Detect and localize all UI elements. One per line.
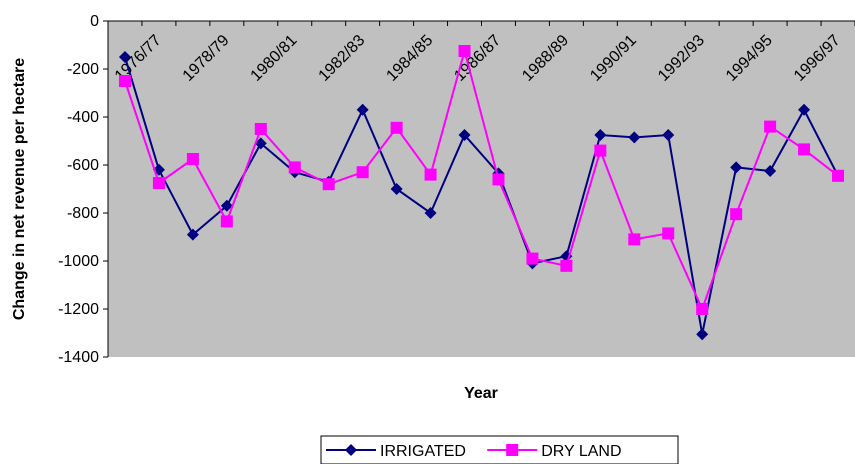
y-tick-label: -200 <box>67 61 99 78</box>
data-point <box>118 75 131 87</box>
data-point <box>526 252 539 265</box>
data-point <box>356 103 369 116</box>
data-point <box>594 144 607 157</box>
series-layer <box>118 45 845 341</box>
data-point <box>764 120 777 133</box>
data-point <box>186 228 199 241</box>
data-point <box>220 215 233 228</box>
y-tick-label: -1400 <box>58 349 99 366</box>
data-point <box>288 161 301 174</box>
data-point <box>186 153 199 165</box>
data-point <box>458 129 471 141</box>
data-point <box>730 208 743 221</box>
data-point <box>492 173 505 186</box>
data-point <box>662 129 675 141</box>
data-point <box>628 233 641 246</box>
data-point <box>696 303 709 315</box>
data-point <box>764 165 777 177</box>
plot-area <box>108 21 855 357</box>
y-tick-label: -1200 <box>58 301 99 318</box>
data-point <box>730 161 743 174</box>
data-point <box>152 177 165 189</box>
data-point <box>832 169 845 182</box>
data-point <box>254 123 267 135</box>
data-point <box>458 45 471 57</box>
y-axis-title: Change in net revenue per hectare <box>11 58 28 320</box>
legend-label: IRRIGATED <box>380 443 466 460</box>
y-tick-label: -800 <box>67 205 99 222</box>
data-point <box>424 168 437 181</box>
data-point <box>560 259 573 272</box>
legend: IRRIGATED DRY LAND <box>320 435 679 464</box>
series-1 <box>118 45 845 315</box>
y-tick-label: -600 <box>67 157 99 174</box>
legend-marker <box>345 444 357 456</box>
y-axis: 0 -200 -400 -600 -800 -1000 -1200 -1400 <box>58 13 109 366</box>
data-point <box>424 207 437 219</box>
data-point <box>696 328 709 341</box>
data-point <box>628 131 641 144</box>
data-point <box>560 250 573 263</box>
legend-label: DRY LAND <box>541 443 621 460</box>
data-point <box>390 121 403 134</box>
legend-box <box>320 435 679 464</box>
data-point <box>356 166 369 179</box>
data-point <box>798 103 811 116</box>
data-point <box>322 178 335 191</box>
legend-marker <box>506 444 519 456</box>
data-point <box>662 227 675 240</box>
data-point <box>254 137 267 150</box>
data-point <box>390 183 403 195</box>
y-tick-label: -1000 <box>58 253 99 270</box>
series-line <box>124 47 839 312</box>
y-tick-label: 0 <box>90 13 99 30</box>
data-point <box>798 143 811 156</box>
y-tick-label: -400 <box>67 109 99 126</box>
data-point <box>118 51 131 63</box>
x-axis-title: Year <box>464 385 498 402</box>
data-point <box>594 129 607 141</box>
data-point <box>220 199 233 212</box>
